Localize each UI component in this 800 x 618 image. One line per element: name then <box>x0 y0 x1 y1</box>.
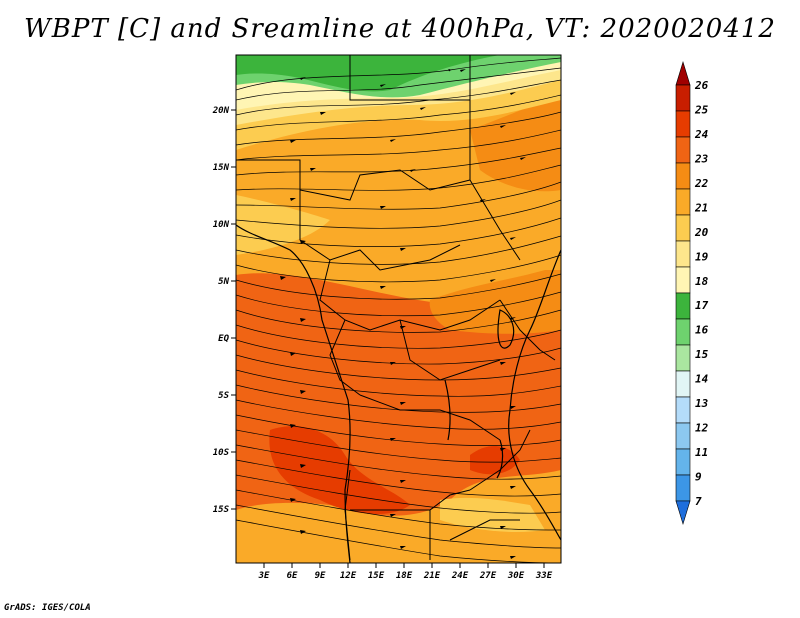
colorbar-swatch <box>675 188 691 216</box>
colorbar-label: 26 <box>694 79 709 92</box>
streamlines <box>236 57 561 563</box>
lat-axis: 20N 15N 10N 5N EQ 5S 10S 15S <box>212 106 236 515</box>
colorbar-label: 7 <box>695 495 702 508</box>
colorbar-top-arrow <box>675 60 691 86</box>
field-orange-dark-region <box>429 270 561 334</box>
colorbar-label: 21 <box>694 201 708 214</box>
colorbar-label: 23 <box>694 152 709 165</box>
colorbar: 26 25 24 23 22 21 20 19 18 17 16 15 14 13 12 11 9 7 <box>675 60 709 526</box>
colorbar-label: 12 <box>695 422 709 435</box>
lon-label-9e: 9E <box>315 571 326 581</box>
colorbar-swatch <box>675 214 691 242</box>
lon-label-6e: 6E <box>287 571 298 581</box>
map-frame <box>235 54 562 564</box>
lon-label-27e: 27E <box>479 571 497 581</box>
colorbar-swatch <box>675 448 691 476</box>
colorbar-swatch <box>675 396 691 424</box>
lon-label-3e: 3E <box>258 571 270 581</box>
lat-label-15s: 15S <box>213 505 230 515</box>
streamline-arrows <box>280 69 526 559</box>
colorbar-swatch <box>675 292 691 320</box>
lon-label-15e: 15E <box>368 571 385 581</box>
colorbar-label: 25 <box>694 103 709 116</box>
grads-credit: GrADS: IGES/COLA <box>4 603 91 613</box>
country-borders <box>236 55 556 561</box>
lat-label-eq: EQ <box>218 334 229 344</box>
lat-label-20n: 20N <box>212 106 230 116</box>
colorbar-swatch <box>675 266 691 294</box>
colorbar-bottom-arrow <box>675 500 691 526</box>
colorbar-label: 13 <box>695 397 709 410</box>
lon-label-24e: 24E <box>451 571 469 581</box>
colorbar-label: 24 <box>694 128 709 141</box>
lon-axis: 3E 6E 9E 12E 15E 18E 21E 24E 27E 30E 33E <box>258 563 553 581</box>
colorbar-swatch <box>675 240 691 268</box>
lat-label-5n: 5N <box>218 277 229 287</box>
field-red-region-east <box>470 445 520 475</box>
lat-label-5s: 5S <box>218 391 229 401</box>
colorbar-swatch <box>675 110 691 138</box>
colorbar-swatch <box>675 422 691 450</box>
colorbar-swatch <box>675 318 691 346</box>
colorbar-label: 20 <box>694 226 709 239</box>
colorbar-swatch <box>675 344 691 372</box>
colorbar-label: 18 <box>695 275 709 288</box>
colorbar-label: 19 <box>695 250 709 263</box>
colorbar-label: 9 <box>695 471 702 484</box>
lon-label-18e: 18E <box>396 571 413 581</box>
colorbar-label: 11 <box>695 446 708 459</box>
field-red-region-west <box>269 426 410 515</box>
field-green-region <box>236 55 500 92</box>
colorbar-label: 16 <box>695 324 709 337</box>
colorbar-swatch <box>675 162 691 190</box>
map-panel <box>236 55 561 563</box>
lat-label-10s: 10S <box>213 448 230 458</box>
colorbar-swatch <box>675 474 691 502</box>
colorbar-swatch <box>675 136 691 164</box>
colorbar-label: 22 <box>694 177 709 190</box>
lon-label-12e: 12E <box>340 571 357 581</box>
lon-label-33e: 33E <box>535 571 553 581</box>
field-orange-light-southeast <box>440 497 545 532</box>
colorbar-swatch <box>675 370 691 398</box>
field-orange-light-west <box>236 195 330 255</box>
coastlines <box>236 224 561 563</box>
colorbar-label: 14 <box>695 373 709 386</box>
lat-label-15n: 15N <box>213 163 230 173</box>
lon-label-30e: 30E <box>507 571 525 581</box>
colorbar-label: 15 <box>695 348 709 361</box>
colorbar-swatch <box>675 84 691 112</box>
lon-label-21e: 21E <box>423 571 441 581</box>
field-orange-dark-northeast <box>470 95 561 192</box>
colorbar-label: 17 <box>695 299 709 312</box>
lat-label-10n: 10N <box>213 220 230 230</box>
chart-title: WBPT [C] and Sreamline at 400hPa, VT: 20… <box>24 14 776 44</box>
